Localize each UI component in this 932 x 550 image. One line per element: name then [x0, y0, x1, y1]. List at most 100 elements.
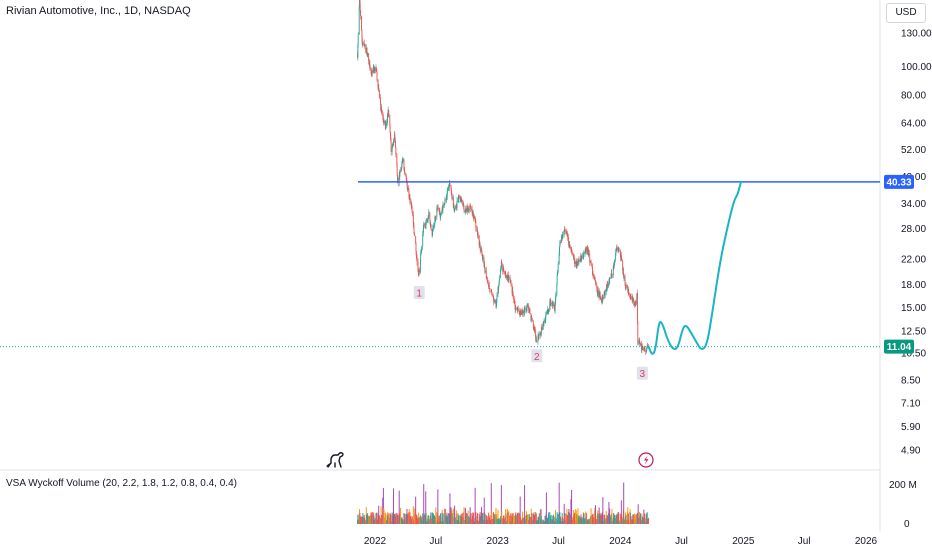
volume-bar [510, 516, 512, 524]
volume-bar [394, 517, 396, 524]
volume-bar [367, 513, 369, 524]
volume-bar [484, 514, 486, 524]
volume-bar [456, 520, 458, 524]
candle-body [635, 301, 637, 304]
volume-bar [583, 513, 585, 524]
volume-bar [480, 515, 482, 524]
volume-bar [576, 514, 578, 524]
axes: 130.00100.0080.0064.0052.0042.0034.0028.… [364, 29, 932, 548]
candle-body [397, 175, 398, 181]
candle-body [390, 137, 392, 142]
candle-body [592, 275, 594, 278]
volume-bar [584, 518, 586, 524]
volume-bar [466, 513, 468, 524]
wave-label-box[interactable] [531, 349, 543, 363]
volume-bar [634, 515, 636, 524]
candle-body [532, 321, 534, 329]
volume-bar [435, 507, 437, 524]
volume-bar [425, 491, 427, 524]
candle-body [467, 206, 469, 208]
dinosaur-icon[interactable] [326, 452, 344, 468]
volume-bar [454, 505, 456, 524]
volume-bar [502, 515, 504, 524]
candle-body [369, 64, 371, 71]
volume-bar [494, 514, 496, 524]
candle-body [446, 190, 448, 197]
volume-bar [483, 497, 485, 524]
wave-label-2[interactable]: 2 [534, 352, 540, 363]
projection-path[interactable] [647, 180, 742, 355]
candle-body [393, 140, 394, 145]
x-tick-label: Jul [552, 536, 565, 547]
volume-bar [535, 513, 537, 524]
volume-bar [463, 507, 465, 524]
volume-bar [423, 484, 425, 524]
volume-bar [482, 512, 484, 524]
candle-body [626, 286, 628, 288]
candle-body [545, 314, 547, 316]
candle-body [622, 260, 624, 271]
candle-body [639, 340, 640, 342]
candle-body [381, 109, 383, 114]
candle-body [470, 207, 472, 209]
wave-label-box[interactable] [413, 285, 425, 299]
candle-body [412, 214, 414, 223]
candle-body [437, 207, 439, 210]
candle-body [395, 147, 397, 155]
volume-bar [560, 516, 562, 524]
candle-body [385, 122, 387, 126]
lightning-icon[interactable] [638, 452, 654, 468]
candle-body [555, 299, 556, 305]
candle-body [624, 276, 626, 285]
candle-body [595, 280, 597, 286]
candle-body [399, 171, 401, 177]
wave-label-3[interactable]: 3 [640, 369, 646, 380]
candle-body [432, 231, 433, 236]
volume-bar [550, 514, 552, 524]
candle-body [646, 345, 648, 349]
indicator-label[interactable]: VSA Wyckoff Volume (20, 2.2, 1.8, 1.2, 0… [6, 478, 237, 489]
candle-body [403, 159, 405, 169]
wave-label-1[interactable]: 1 [416, 288, 422, 299]
drawings[interactable]: 1 2 3 [0, 180, 880, 380]
volume-bar [451, 513, 453, 524]
candle-body [392, 144, 394, 145]
candle-body [359, 3, 361, 12]
volume-bar [592, 517, 594, 524]
candle-body [629, 294, 631, 298]
candle-body [444, 204, 446, 206]
candle-body [623, 276, 625, 279]
candle-body [590, 261, 592, 262]
currency-button[interactable]: USD [886, 3, 926, 23]
candle-body [394, 138, 396, 142]
volume-bar [375, 515, 377, 524]
volume-bar [577, 508, 579, 524]
candle-body [535, 337, 537, 341]
volume-bar [628, 520, 630, 524]
y-tick-label: 52.00 [901, 145, 926, 156]
volume-bar [432, 513, 434, 524]
candle-body [589, 253, 591, 262]
wave-label-box[interactable] [636, 366, 648, 380]
candle-body [517, 308, 519, 311]
candle-body [637, 321, 639, 345]
candle-body [379, 97, 381, 104]
candle-body [537, 335, 539, 339]
candle-body [376, 71, 378, 80]
candle-body [413, 222, 415, 227]
volume-bar [366, 514, 368, 524]
y-tick-label: 15.00 [901, 303, 926, 314]
candle-body [363, 43, 365, 45]
candle-body [420, 252, 422, 262]
candle-body [545, 315, 547, 321]
candle-body [432, 228, 434, 232]
candle-body [638, 340, 640, 343]
candle-body [636, 294, 638, 304]
candle-body [619, 250, 621, 256]
candle-body [591, 266, 593, 274]
candle-body [465, 208, 467, 210]
chart-icons[interactable] [326, 452, 654, 468]
candle-body [361, 15, 363, 30]
candle-body [433, 225, 434, 229]
